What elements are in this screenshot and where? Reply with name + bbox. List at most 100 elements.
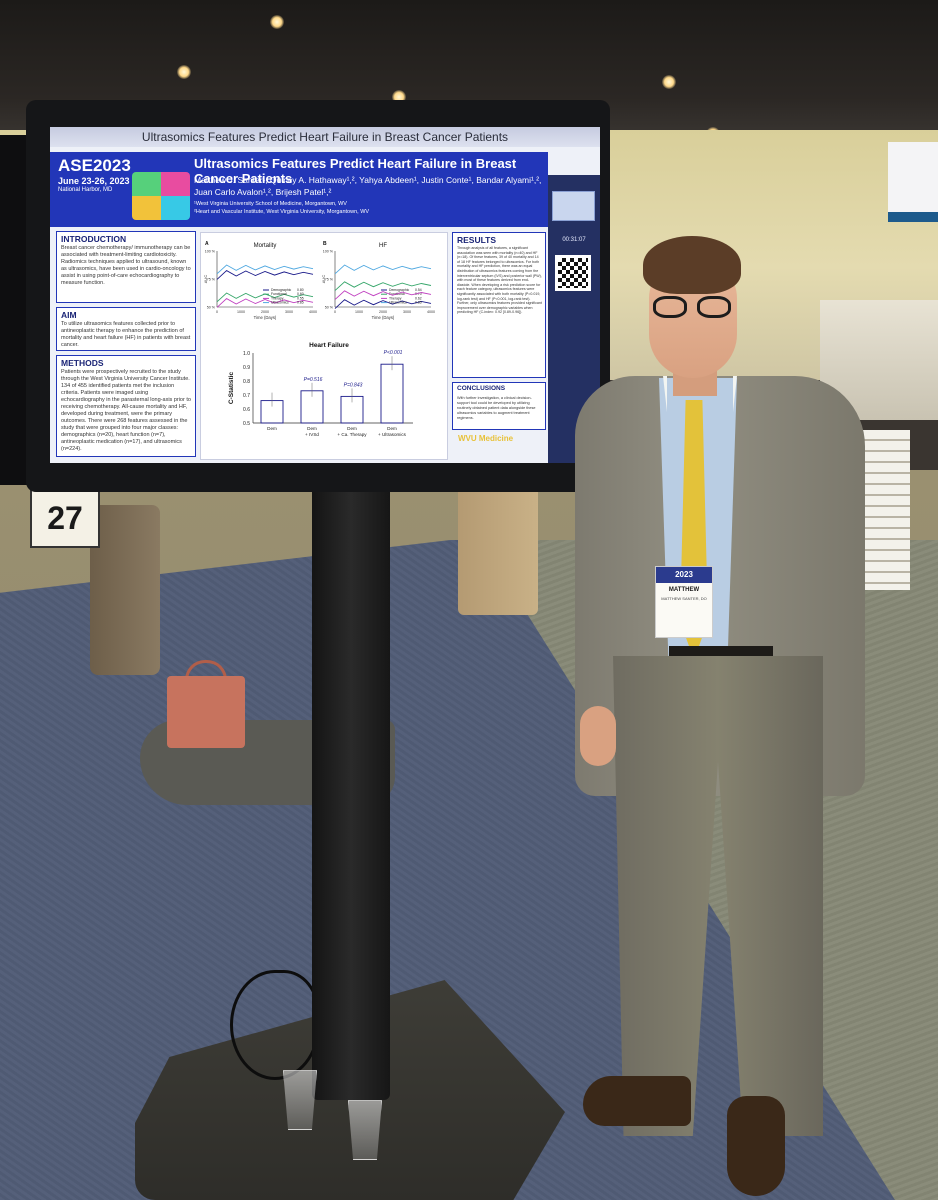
bar-chart-title: Heart Failure (309, 342, 349, 349)
panel-title: HF (379, 243, 387, 249)
x-tick-label: 3000 (285, 310, 293, 314)
series-line (334, 299, 432, 309)
y-tick-label: 1.0 (243, 351, 250, 357)
legend-value: 0.54 (415, 288, 422, 292)
results-chart-svg: A Mortality 50 % 75 % 100 % 0 1000 2000 3000 4000… (203, 241, 435, 437)
p-value-annotation: P=0.516 (304, 377, 323, 383)
y-tick-label: 0.7 (243, 393, 250, 399)
cube-graphic (132, 172, 190, 220)
y-tick-label: 50 % (325, 306, 334, 310)
methods-box: METHODS Patients were prospectively recr… (56, 355, 196, 457)
series-line (216, 264, 314, 275)
legend-value: 0.62 (415, 296, 422, 300)
right-shoe (727, 1096, 785, 1196)
p-value-annotation: P<0.001 (384, 350, 403, 356)
hair (643, 236, 741, 294)
y-tick-label: 0.9 (243, 365, 250, 371)
presenter: 2023 MATTHEW MATTHEW SANTER, DO (575, 236, 895, 1200)
hanging-banner (888, 142, 938, 222)
bar (380, 363, 404, 424)
legend-value: 0.80 (297, 288, 304, 292)
y-tick-label: 75 % (207, 278, 216, 282)
methods-text: Patients were prospectively recruited to… (61, 369, 191, 452)
series-line (216, 298, 314, 308)
x-tick-label: 2000 (261, 310, 269, 314)
poster-header: ASE2023 June 23-26, 2023 National Harbor… (50, 152, 548, 227)
left-shoe (583, 1076, 691, 1126)
poster-thumbnail[interactable] (552, 191, 595, 221)
results-box: RESULTS Through analysis of all features… (452, 232, 546, 378)
y-axis-label: AUC (321, 275, 326, 284)
badge-first-name: MATTHEW (668, 587, 700, 593)
hand (580, 706, 616, 766)
intro-heading: INTRODUCTION (61, 234, 127, 244)
legend-entry: Demographic (389, 288, 409, 292)
series-line (334, 290, 432, 300)
y-axis-label: C-Statistic (228, 372, 235, 405)
x-axis-label: Time (Days) (372, 315, 395, 320)
handbag (167, 676, 245, 748)
category-label: + Ultrasomics (378, 432, 407, 437)
y-tick-label: 50 % (207, 306, 216, 310)
category-label: Dem (307, 426, 317, 431)
p-value-annotation: P=0.843 (344, 382, 363, 388)
y-tick-label: 0.6 (243, 407, 250, 413)
series-line (334, 281, 432, 291)
x-tick-label: 1000 (237, 310, 245, 314)
x-tick-label: 1000 (355, 310, 363, 314)
category-label: + Ca. Therapy (337, 432, 367, 437)
badge-full-name: MATTHEW SANTER, DO (661, 596, 707, 601)
conference-dates: June 23-26, 2023 (58, 176, 130, 186)
legend-entry: Demographic (271, 288, 291, 292)
legend-entry: Functional (271, 292, 287, 296)
series-line (216, 270, 314, 280)
category-label: + IVSd (305, 432, 319, 437)
category-label: Dem (347, 426, 357, 431)
aim-box: AIM To utilize ultrasomics features coll… (56, 307, 196, 351)
badge-year: 2023 (656, 567, 712, 583)
conference-logo: ASE2023 (58, 156, 131, 175)
booth-number-sign: 27 (30, 488, 100, 548)
x-tick-label: 4000 (427, 310, 435, 314)
trousers (613, 656, 823, 1136)
wvu-logo: WVU Medicine (458, 434, 514, 443)
y-tick-label: 0.5 (243, 421, 250, 427)
legend-value: 0.70 (415, 292, 422, 296)
ceiling-light (662, 75, 676, 89)
legend-value: 0.85 (415, 301, 422, 305)
legend-entry: Therapy (389, 296, 402, 300)
panel-title: Mortality (254, 243, 277, 249)
results-column: RESULTS Through analysis of all features… (452, 232, 546, 460)
legend-entry: Ultrasomics (271, 301, 289, 305)
background-person (90, 505, 160, 675)
intro-text: Breast cancer chemotherapy/ immunotherap… (61, 245, 191, 286)
x-tick-label: 3000 (403, 310, 411, 314)
y-tick-label: 100 % (323, 250, 334, 254)
power-cable (230, 970, 320, 1080)
monitor-stand-pole (312, 480, 390, 1100)
results-text: Through analysis of all features, a sign… (457, 246, 542, 315)
glasses (653, 296, 735, 320)
panel-letter: B (323, 241, 327, 247)
legend-value: 0.60 (297, 292, 304, 296)
category-label: Dem (267, 426, 277, 431)
poster-affiliations: ¹West Virginia University School of Medi… (194, 200, 544, 216)
conclusions-heading: CONCLUSIONS (457, 385, 506, 392)
category-label: Dem (387, 426, 397, 431)
results-figures: A Mortality 50 % 75 % 100 % 0 1000 2000 3000 4000… (200, 232, 448, 460)
y-tick-label: 0.8 (243, 379, 250, 385)
affiliation-1: ¹West Virginia University School of Medi… (194, 201, 347, 207)
results-heading: RESULTS (457, 235, 497, 245)
digital-poster-screen: Ultrasomics Features Predict Heart Failu… (50, 127, 600, 463)
y-tick-label: 100 % (205, 250, 216, 254)
series-line (334, 264, 432, 275)
background-person (458, 480, 538, 615)
ceiling-light (270, 15, 284, 29)
affiliation-2: ²Heart and Vascular Institute, West Virg… (194, 209, 370, 215)
x-tick-label: 0 (216, 310, 218, 314)
y-axis-label: AUC (203, 275, 208, 284)
poster-window-title: Ultrasomics Features Predict Heart Failu… (50, 127, 600, 147)
aim-text: To utilize ultrasomics features collecte… (61, 321, 191, 348)
methods-heading: METHODS (61, 358, 104, 368)
poster-authors: Matthew J. Santer¹, Quincy A. Hathaway¹,… (194, 175, 542, 197)
